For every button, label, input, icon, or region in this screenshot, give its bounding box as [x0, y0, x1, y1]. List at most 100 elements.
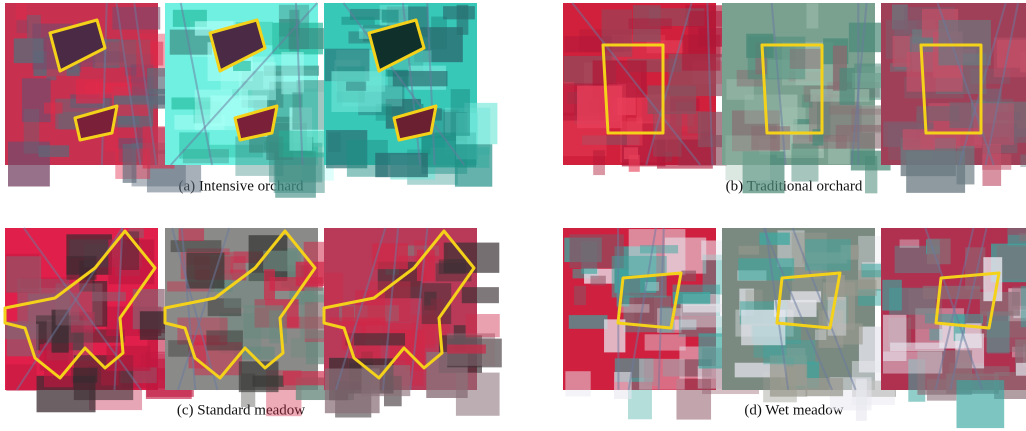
image-texture [577, 85, 623, 129]
image-texture [565, 371, 591, 397]
image-texture [647, 85, 697, 114]
image-texture [182, 149, 229, 164]
image-road [934, 227, 975, 391]
image-texture [678, 316, 724, 337]
image-texture [590, 275, 606, 286]
image-texture [76, 79, 104, 104]
image-texture [789, 48, 823, 69]
image-road [949, 227, 988, 391]
image-texture [20, 277, 74, 288]
image-texture [170, 240, 222, 253]
image-road [571, 2, 702, 166]
image-texture [275, 151, 316, 198]
image-texture [608, 84, 627, 122]
image-texture [676, 378, 712, 420]
image-texture [926, 379, 957, 401]
image-texture [672, 291, 711, 305]
image-panel [324, 2, 498, 187]
image-texture [916, 106, 960, 121]
image-texture [381, 9, 399, 23]
image-road [657, 227, 665, 391]
region-outline [322, 229, 476, 380]
image-texture [738, 258, 795, 281]
image-texture [422, 305, 435, 349]
image-road [100, 2, 108, 166]
image-texture [568, 315, 608, 329]
image-texture [814, 329, 827, 341]
image-texture [906, 151, 966, 193]
image-texture [179, 132, 210, 159]
image-road [179, 2, 214, 166]
image-texture [1020, 285, 1026, 328]
image-texture [790, 291, 822, 303]
image-panel [881, 2, 1026, 193]
image-texture [465, 314, 500, 338]
image-texture [899, 239, 920, 248]
image-road [627, 227, 657, 391]
image-texture [243, 305, 284, 339]
image-texture [742, 151, 785, 194]
image-texture [812, 129, 824, 146]
image-texture [644, 334, 686, 351]
image-panel [563, 2, 745, 176]
image-texture [837, 279, 877, 296]
region-outline [208, 18, 267, 73]
image-texture [21, 78, 51, 123]
image-texture [276, 316, 333, 329]
image-texture [929, 328, 943, 341]
region-outline [3, 229, 157, 380]
region-outline [601, 43, 665, 135]
image-texture [43, 102, 63, 114]
image-panel [563, 227, 760, 420]
image-road [382, 227, 400, 391]
image-texture [976, 366, 1010, 377]
image-texture [837, 323, 863, 345]
image-texture [882, 279, 902, 311]
image-texture [855, 378, 867, 421]
image-texture [341, 16, 375, 25]
image-texture [801, 94, 813, 108]
image-texture [671, 319, 697, 330]
image-texture [956, 380, 1005, 429]
image-texture [633, 5, 661, 42]
image-texture [263, 250, 298, 272]
image-texture [64, 51, 124, 63]
image-texture [864, 156, 878, 194]
region-outline [919, 43, 983, 135]
image-texture [15, 3, 27, 22]
image-road [113, 227, 124, 391]
image-texture [983, 257, 1003, 302]
image-texture [106, 41, 164, 66]
image-road [169, 2, 318, 166]
image-road [342, 2, 466, 166]
image-texture [454, 144, 493, 187]
image-texture [233, 60, 251, 72]
image-texture [16, 19, 29, 34]
image-texture [324, 272, 344, 307]
image-panel [881, 227, 1026, 429]
image-texture [759, 232, 790, 245]
image-texture [281, 51, 304, 95]
image-texture [627, 377, 652, 420]
image-road [133, 2, 158, 166]
image-texture [738, 245, 760, 255]
image-texture [628, 18, 672, 30]
image-texture [806, 3, 819, 29]
image-texture [791, 143, 819, 182]
image-texture [601, 9, 633, 57]
image-texture [726, 79, 754, 100]
image-texture [278, 130, 330, 158]
image-road [294, 2, 304, 166]
image-texture [582, 135, 640, 145]
image-texture [461, 287, 499, 304]
image-texture [816, 96, 831, 139]
image-texture [802, 252, 848, 264]
image-road [770, 2, 787, 166]
image-texture [168, 340, 193, 357]
image-texture [644, 358, 659, 386]
image-road [334, 227, 387, 391]
image-texture [147, 68, 170, 95]
image-texture [634, 293, 655, 323]
image-texture [744, 94, 798, 124]
image-texture [108, 239, 155, 285]
